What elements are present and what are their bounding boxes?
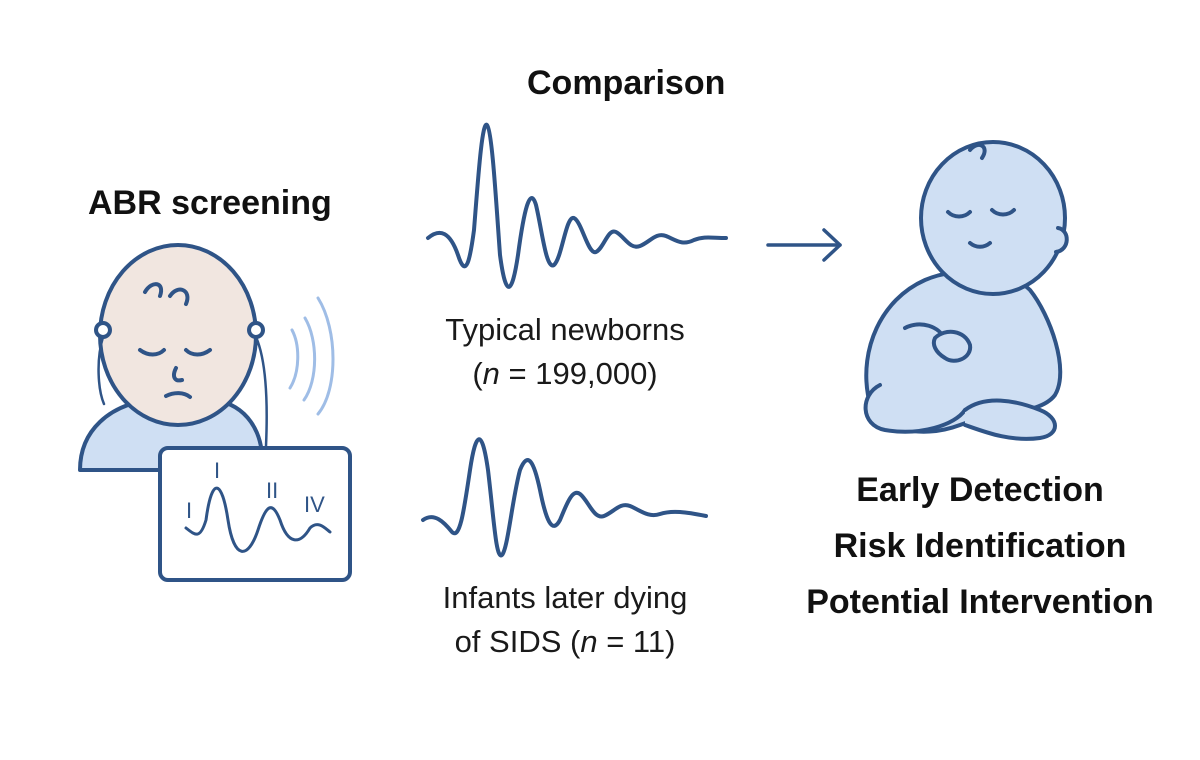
waveform-typical-icon <box>426 122 728 289</box>
waveform-sids-icon <box>421 437 708 558</box>
sound-waves-icon <box>288 296 335 416</box>
peak-label-2: II <box>266 478 278 503</box>
abr-screening-title: ABR screening <box>88 184 332 222</box>
comparison-title: Comparison <box>527 64 726 102</box>
outcomes-list: Early Detection Risk Identification Pote… <box>770 462 1190 630</box>
peak-label-1: I <box>214 458 220 483</box>
sids-line2: of SIDS (n = 11) <box>454 624 676 659</box>
sids-label: Infants later dying of SIDS (n = 11) <box>385 576 745 664</box>
outcome-potential-intervention: Potential Intervention <box>806 583 1154 621</box>
typical-line1: Typical newborns <box>445 312 685 347</box>
peak-label-0: I <box>186 498 192 523</box>
sids-line1: Infants later dying <box>442 580 688 615</box>
typical-newborns-label: Typical newborns (n = 199,000) <box>395 308 735 396</box>
monitor-icon: I I II IV <box>158 446 352 582</box>
baby-head-icon <box>78 243 268 472</box>
sleeping-baby-icon <box>863 140 1069 441</box>
peak-label-3: IV <box>304 492 325 517</box>
outcome-early-detection: Early Detection <box>856 471 1104 509</box>
outcome-risk-identification: Risk Identification <box>833 527 1127 565</box>
typical-line2: (n = 199,000) <box>472 356 658 391</box>
arrow-right-icon <box>766 228 842 262</box>
